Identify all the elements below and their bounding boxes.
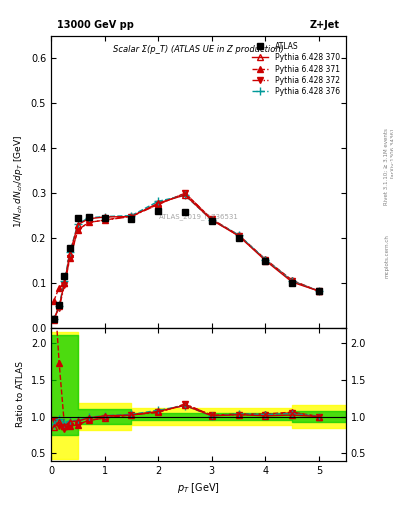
Pythia 6.428 370 (317, 288, 321, 294)
Legend: ATLAS, Pythia 6.428 370, Pythia 6.428 371, Pythia 6.428 372, Pythia 6.428 376: ATLAS, Pythia 6.428 370, Pythia 6.428 37… (250, 39, 342, 98)
Line: Pythia 6.428 370: Pythia 6.428 370 (51, 192, 322, 323)
Pythia 6.428 376 (263, 257, 268, 263)
Pythia 6.428 370 (156, 200, 161, 206)
Pythia 6.428 372 (156, 201, 161, 207)
Pythia 6.428 372 (209, 216, 214, 222)
ATLAS (86, 214, 91, 220)
Pythia 6.428 371 (129, 212, 134, 219)
Line: Pythia 6.428 371: Pythia 6.428 371 (51, 190, 322, 304)
Pythia 6.428 372 (290, 278, 295, 284)
Y-axis label: Ratio to ATLAS: Ratio to ATLAS (16, 361, 25, 428)
ATLAS (75, 215, 80, 221)
Pythia 6.428 372 (236, 233, 241, 239)
Pythia 6.428 370 (51, 317, 56, 323)
Pythia 6.428 376 (51, 316, 56, 323)
Pythia 6.428 372 (57, 305, 61, 311)
Pythia 6.428 371 (290, 278, 295, 284)
Pythia 6.428 376 (86, 215, 91, 221)
Pythia 6.428 370 (57, 303, 61, 309)
Pythia 6.428 371 (51, 298, 56, 304)
Pythia 6.428 371 (236, 232, 241, 238)
ATLAS (51, 315, 56, 322)
Pythia 6.428 371 (62, 280, 67, 286)
Pythia 6.428 376 (75, 221, 80, 227)
Pythia 6.428 370 (236, 233, 241, 239)
Pythia 6.428 376 (290, 278, 295, 284)
ATLAS (263, 259, 268, 265)
Pythia 6.428 370 (209, 217, 214, 223)
Text: Z+Jet: Z+Jet (310, 20, 340, 30)
Pythia 6.428 376 (102, 214, 107, 220)
X-axis label: $p_T$ [GeV]: $p_T$ [GeV] (177, 481, 220, 495)
Pythia 6.428 370 (129, 214, 134, 220)
Y-axis label: $1/N_{ch}\,dN_{ch}/dp_T$ [GeV]: $1/N_{ch}\,dN_{ch}/dp_T$ [GeV] (12, 135, 25, 228)
Text: ATLAS_2019_I1736531: ATLAS_2019_I1736531 (158, 214, 239, 220)
Pythia 6.428 370 (263, 258, 268, 264)
Pythia 6.428 376 (209, 217, 214, 223)
ATLAS (57, 302, 61, 308)
Pythia 6.428 370 (68, 251, 72, 257)
Text: Rivet 3.1.10; ≥ 3.1M events
[arXiv:1306.3436]: Rivet 3.1.10; ≥ 3.1M events [arXiv:1306.… (384, 128, 393, 205)
Pythia 6.428 372 (75, 227, 80, 233)
Pythia 6.428 376 (183, 193, 187, 199)
ATLAS (102, 215, 107, 221)
ATLAS (236, 235, 241, 241)
Text: mcplots.cern.ch: mcplots.cern.ch (384, 234, 389, 278)
Line: ATLAS: ATLAS (51, 208, 322, 322)
Pythia 6.428 372 (68, 255, 72, 262)
ATLAS (183, 209, 187, 216)
Pythia 6.428 372 (86, 219, 91, 225)
Pythia 6.428 376 (317, 288, 321, 294)
Pythia 6.428 371 (57, 285, 61, 291)
ATLAS (317, 288, 321, 294)
Line: Pythia 6.428 376: Pythia 6.428 376 (50, 191, 323, 324)
Text: 13000 GeV pp: 13000 GeV pp (57, 20, 134, 30)
Pythia 6.428 370 (62, 280, 67, 286)
Pythia 6.428 376 (156, 198, 161, 204)
Pythia 6.428 370 (183, 192, 187, 198)
Text: Scalar Σ(p_T) (ATLAS UE in Z production): Scalar Σ(p_T) (ATLAS UE in Z production) (113, 45, 284, 54)
Pythia 6.428 376 (236, 232, 241, 238)
Pythia 6.428 376 (57, 303, 61, 309)
ATLAS (129, 216, 134, 222)
ATLAS (209, 218, 214, 224)
Pythia 6.428 370 (102, 214, 107, 220)
Pythia 6.428 371 (102, 217, 107, 223)
Pythia 6.428 371 (209, 216, 214, 222)
Pythia 6.428 371 (156, 201, 161, 207)
Pythia 6.428 372 (129, 214, 134, 220)
Pythia 6.428 372 (62, 282, 67, 288)
Pythia 6.428 376 (62, 278, 67, 284)
Pythia 6.428 371 (86, 219, 91, 225)
ATLAS (68, 245, 72, 251)
ATLAS (62, 273, 67, 280)
ATLAS (156, 208, 161, 214)
Pythia 6.428 370 (86, 216, 91, 222)
Pythia 6.428 371 (263, 256, 268, 262)
Pythia 6.428 372 (51, 316, 56, 322)
Pythia 6.428 372 (263, 257, 268, 263)
Pythia 6.428 370 (75, 222, 80, 228)
Pythia 6.428 372 (317, 288, 321, 294)
Pythia 6.428 372 (102, 217, 107, 223)
ATLAS (290, 280, 295, 286)
Pythia 6.428 370 (290, 279, 295, 285)
Pythia 6.428 372 (183, 190, 187, 196)
Pythia 6.428 371 (183, 190, 187, 196)
Pythia 6.428 371 (68, 255, 72, 262)
Pythia 6.428 371 (317, 288, 321, 294)
Pythia 6.428 371 (75, 227, 80, 233)
Pythia 6.428 376 (129, 212, 134, 219)
Pythia 6.428 376 (68, 249, 72, 255)
Line: Pythia 6.428 372: Pythia 6.428 372 (51, 190, 322, 322)
